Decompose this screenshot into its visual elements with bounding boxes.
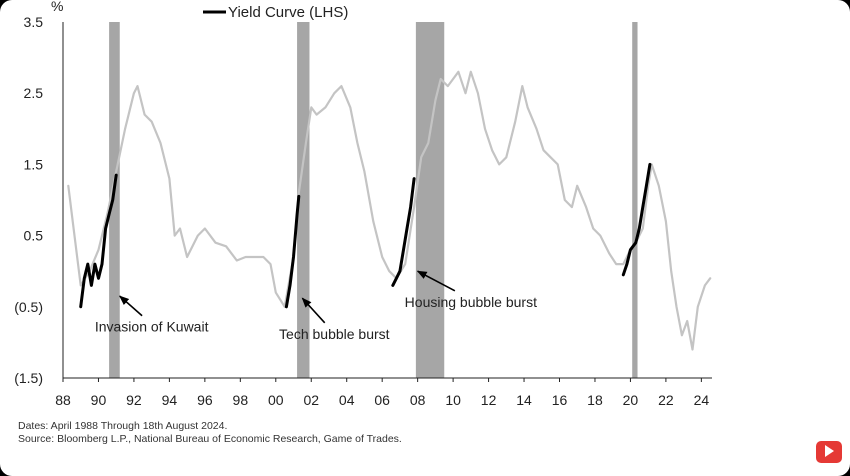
y-tick-label: 2.5	[24, 85, 44, 101]
series-lines	[67, 70, 712, 351]
y-tick-label: 3.5	[24, 14, 44, 30]
x-tick-label: 10	[445, 392, 461, 408]
x-tick-label: 92	[126, 392, 142, 408]
recession-band-0	[109, 22, 120, 378]
x-tick-label: 00	[268, 392, 284, 408]
y-unit-label: %	[51, 0, 63, 14]
x-tick-label: 12	[481, 392, 497, 408]
axes: % 3.5 2.5 1.5 0.5 (0.5) (1.5) 88 90 92 94 96 98 00 02 0…	[14, 0, 712, 408]
annotation-arrow-0	[118, 295, 143, 317]
x-tick-label: 08	[410, 392, 426, 408]
annotation-arrow-2	[416, 270, 456, 292]
x-tick-label: 96	[197, 392, 213, 408]
annotations: Invasion of Kuwait Tech bubble burst Housi…	[95, 270, 537, 342]
recession-band-2	[415, 22, 445, 378]
annotation-arrow-1	[301, 297, 326, 324]
annotation-label-0: Invasion of Kuwait	[95, 319, 209, 335]
annotation-label-2: Housing bubble burst	[405, 294, 537, 310]
recession-band-3	[632, 22, 638, 378]
y-tick-label: (1.5)	[14, 370, 43, 386]
series-line-0	[67, 70, 712, 351]
play-logo-icon	[816, 441, 842, 463]
x-tick-label: 94	[162, 392, 178, 408]
annotation-label-1: Tech bubble burst	[279, 326, 390, 342]
legend: Yield Curve (LHS)	[203, 4, 348, 21]
x-tick-label: 22	[658, 392, 674, 408]
y-tick-label: 1.5	[24, 156, 44, 172]
x-tick-label: 24	[694, 392, 710, 408]
x-tick-label: 90	[91, 392, 107, 408]
footer-source: Source: Bloomberg L.P., National Bureau …	[18, 433, 402, 445]
y-tick-label: 0.5	[24, 228, 44, 244]
x-tick-label: 04	[339, 392, 355, 408]
x-tick-label: 88	[55, 392, 71, 408]
x-tick-label: 20	[623, 392, 639, 408]
recession-band-1	[297, 22, 310, 378]
x-tick-label: 16	[552, 392, 568, 408]
x-tick-label: 18	[587, 392, 603, 408]
legend-label: Yield Curve (LHS)	[228, 4, 348, 21]
y-tick-label: (0.5)	[14, 299, 43, 315]
x-tick-label: 06	[374, 392, 390, 408]
x-tick-label: 14	[516, 392, 532, 408]
series-line-1	[79, 162, 652, 309]
x-tick-label: 98	[233, 392, 249, 408]
x-tick-label: 02	[303, 392, 319, 408]
footer-dates: Dates: April 1988 Through 18th August 20…	[18, 420, 228, 432]
